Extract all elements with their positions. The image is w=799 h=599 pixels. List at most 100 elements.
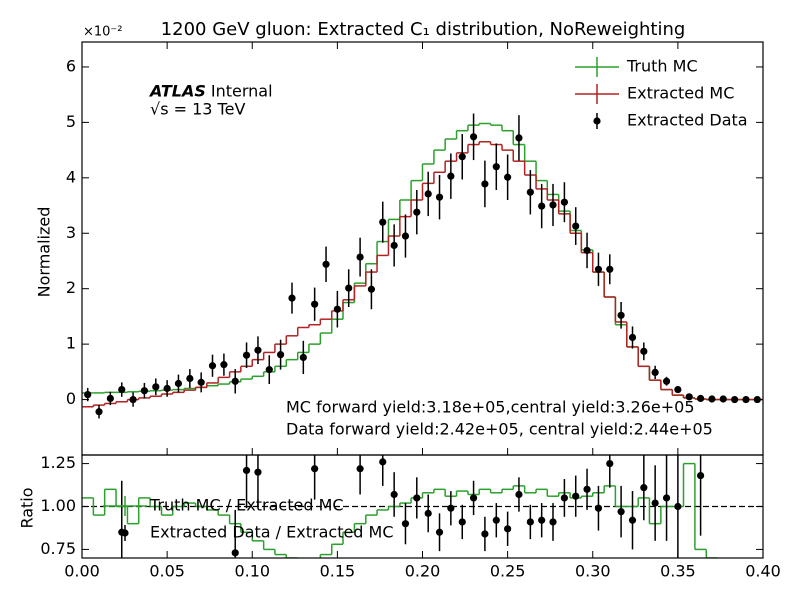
- data-point: [617, 311, 625, 319]
- data-point: [617, 508, 625, 516]
- data-point: [731, 395, 739, 404]
- y-axis-label: Normalized: [35, 207, 54, 298]
- data-point: [356, 253, 364, 261]
- data-point: [594, 504, 603, 512]
- data-point: [401, 520, 410, 528]
- data-point: [458, 518, 466, 526]
- data-point: [583, 485, 591, 493]
- annotation: Data forward yield:2.42e+05, central yie…: [286, 420, 713, 439]
- data-point: [572, 492, 580, 500]
- data-point: [311, 465, 319, 473]
- data-point: [628, 333, 637, 342]
- data-point: [560, 198, 569, 206]
- data-point: [379, 458, 387, 466]
- data-point: [322, 260, 330, 268]
- data-point: [492, 163, 500, 171]
- legend-label: Truth MC / Extracted MC: [149, 496, 344, 515]
- data-point: [458, 153, 466, 161]
- y-tick-label: 0: [66, 389, 76, 408]
- x-tick-label: 0.35: [660, 562, 696, 581]
- data-point: [174, 379, 183, 388]
- legend-label: Extracted Data: [627, 111, 748, 130]
- data-point: [594, 265, 603, 273]
- data-point: [651, 368, 659, 376]
- y-tick-label: 5: [66, 112, 76, 131]
- x-tick-label: 0.15: [320, 562, 356, 581]
- data-point: [424, 190, 432, 198]
- y-tick-label: 1: [66, 334, 76, 353]
- data-point: [549, 201, 557, 209]
- data-point: [606, 265, 614, 273]
- data-point: [685, 393, 693, 401]
- data-point: [288, 294, 296, 302]
- data-point: [560, 494, 569, 502]
- data-point: [299, 353, 307, 362]
- data-point: [129, 395, 137, 404]
- data-point: [163, 384, 171, 393]
- data-point: [390, 241, 398, 250]
- data-point: [742, 395, 750, 404]
- data-point: [435, 193, 444, 201]
- data-point: [538, 202, 546, 210]
- data-point: [118, 385, 126, 394]
- data-point: [674, 502, 682, 511]
- data-point: [242, 351, 251, 359]
- data-point: [379, 218, 387, 226]
- data-point: [401, 232, 410, 240]
- x-tick-label: 0.40: [745, 562, 781, 581]
- data-point: [515, 134, 523, 142]
- data-point: [526, 518, 534, 526]
- data-point: [276, 351, 285, 359]
- data-point: [231, 377, 239, 385]
- y-tick-label: 1.00: [40, 496, 76, 515]
- y-multiplier: ×10⁻²: [83, 25, 123, 40]
- data-point: [526, 188, 534, 196]
- y-tick-label: 4: [66, 167, 76, 186]
- legend-marker: [593, 117, 601, 125]
- x-tick-label: 0.20: [405, 562, 441, 581]
- data-point: [481, 530, 489, 538]
- data-point: [242, 466, 251, 475]
- data-point: [481, 180, 489, 188]
- y-tick-label: 6: [66, 56, 76, 75]
- data-point: [469, 494, 478, 502]
- data-point: [413, 208, 421, 216]
- annotation: √s = 13 TeV: [150, 100, 245, 119]
- plot-frame: [81, 454, 764, 559]
- x-tick-label: 0.05: [149, 562, 185, 581]
- y-tick-label: 0.75: [40, 539, 76, 558]
- data-point: [265, 366, 273, 374]
- data-point: [333, 305, 341, 313]
- data-point: [367, 285, 376, 293]
- data-point: [254, 346, 262, 354]
- x-tick-label: 0.10: [234, 562, 270, 581]
- data-point: [583, 246, 591, 255]
- data-point: [95, 408, 103, 416]
- legend-label: Extracted MC: [627, 84, 734, 103]
- data-point: [447, 504, 455, 512]
- legend-label: Extracted Data / Extracted MC: [150, 523, 394, 542]
- data-point: [697, 394, 705, 403]
- data-point: [651, 499, 659, 507]
- data-point: [208, 362, 217, 370]
- data-point: [390, 490, 398, 499]
- annotation: MC forward yield:3.18e+05,central yield:…: [286, 398, 695, 417]
- data-point: [311, 300, 319, 308]
- data-point: [435, 528, 444, 536]
- data-point: [231, 549, 239, 557]
- data-point: [254, 468, 262, 476]
- data-point: [424, 509, 432, 517]
- x-tick-label: 0.25: [490, 562, 526, 581]
- plot-area: [82, 455, 763, 558]
- data-point: [356, 465, 364, 473]
- data-point: [84, 390, 92, 399]
- data-point: [106, 394, 114, 403]
- data-point: [640, 347, 648, 355]
- y-tick-label: 2: [66, 278, 76, 297]
- plot-area: [82, 113, 763, 419]
- data-point: [662, 494, 671, 502]
- ratio-axis-label: Ratio: [18, 487, 37, 528]
- x-tick-label: 0.30: [575, 562, 611, 581]
- y-tick-label: 3: [66, 223, 76, 242]
